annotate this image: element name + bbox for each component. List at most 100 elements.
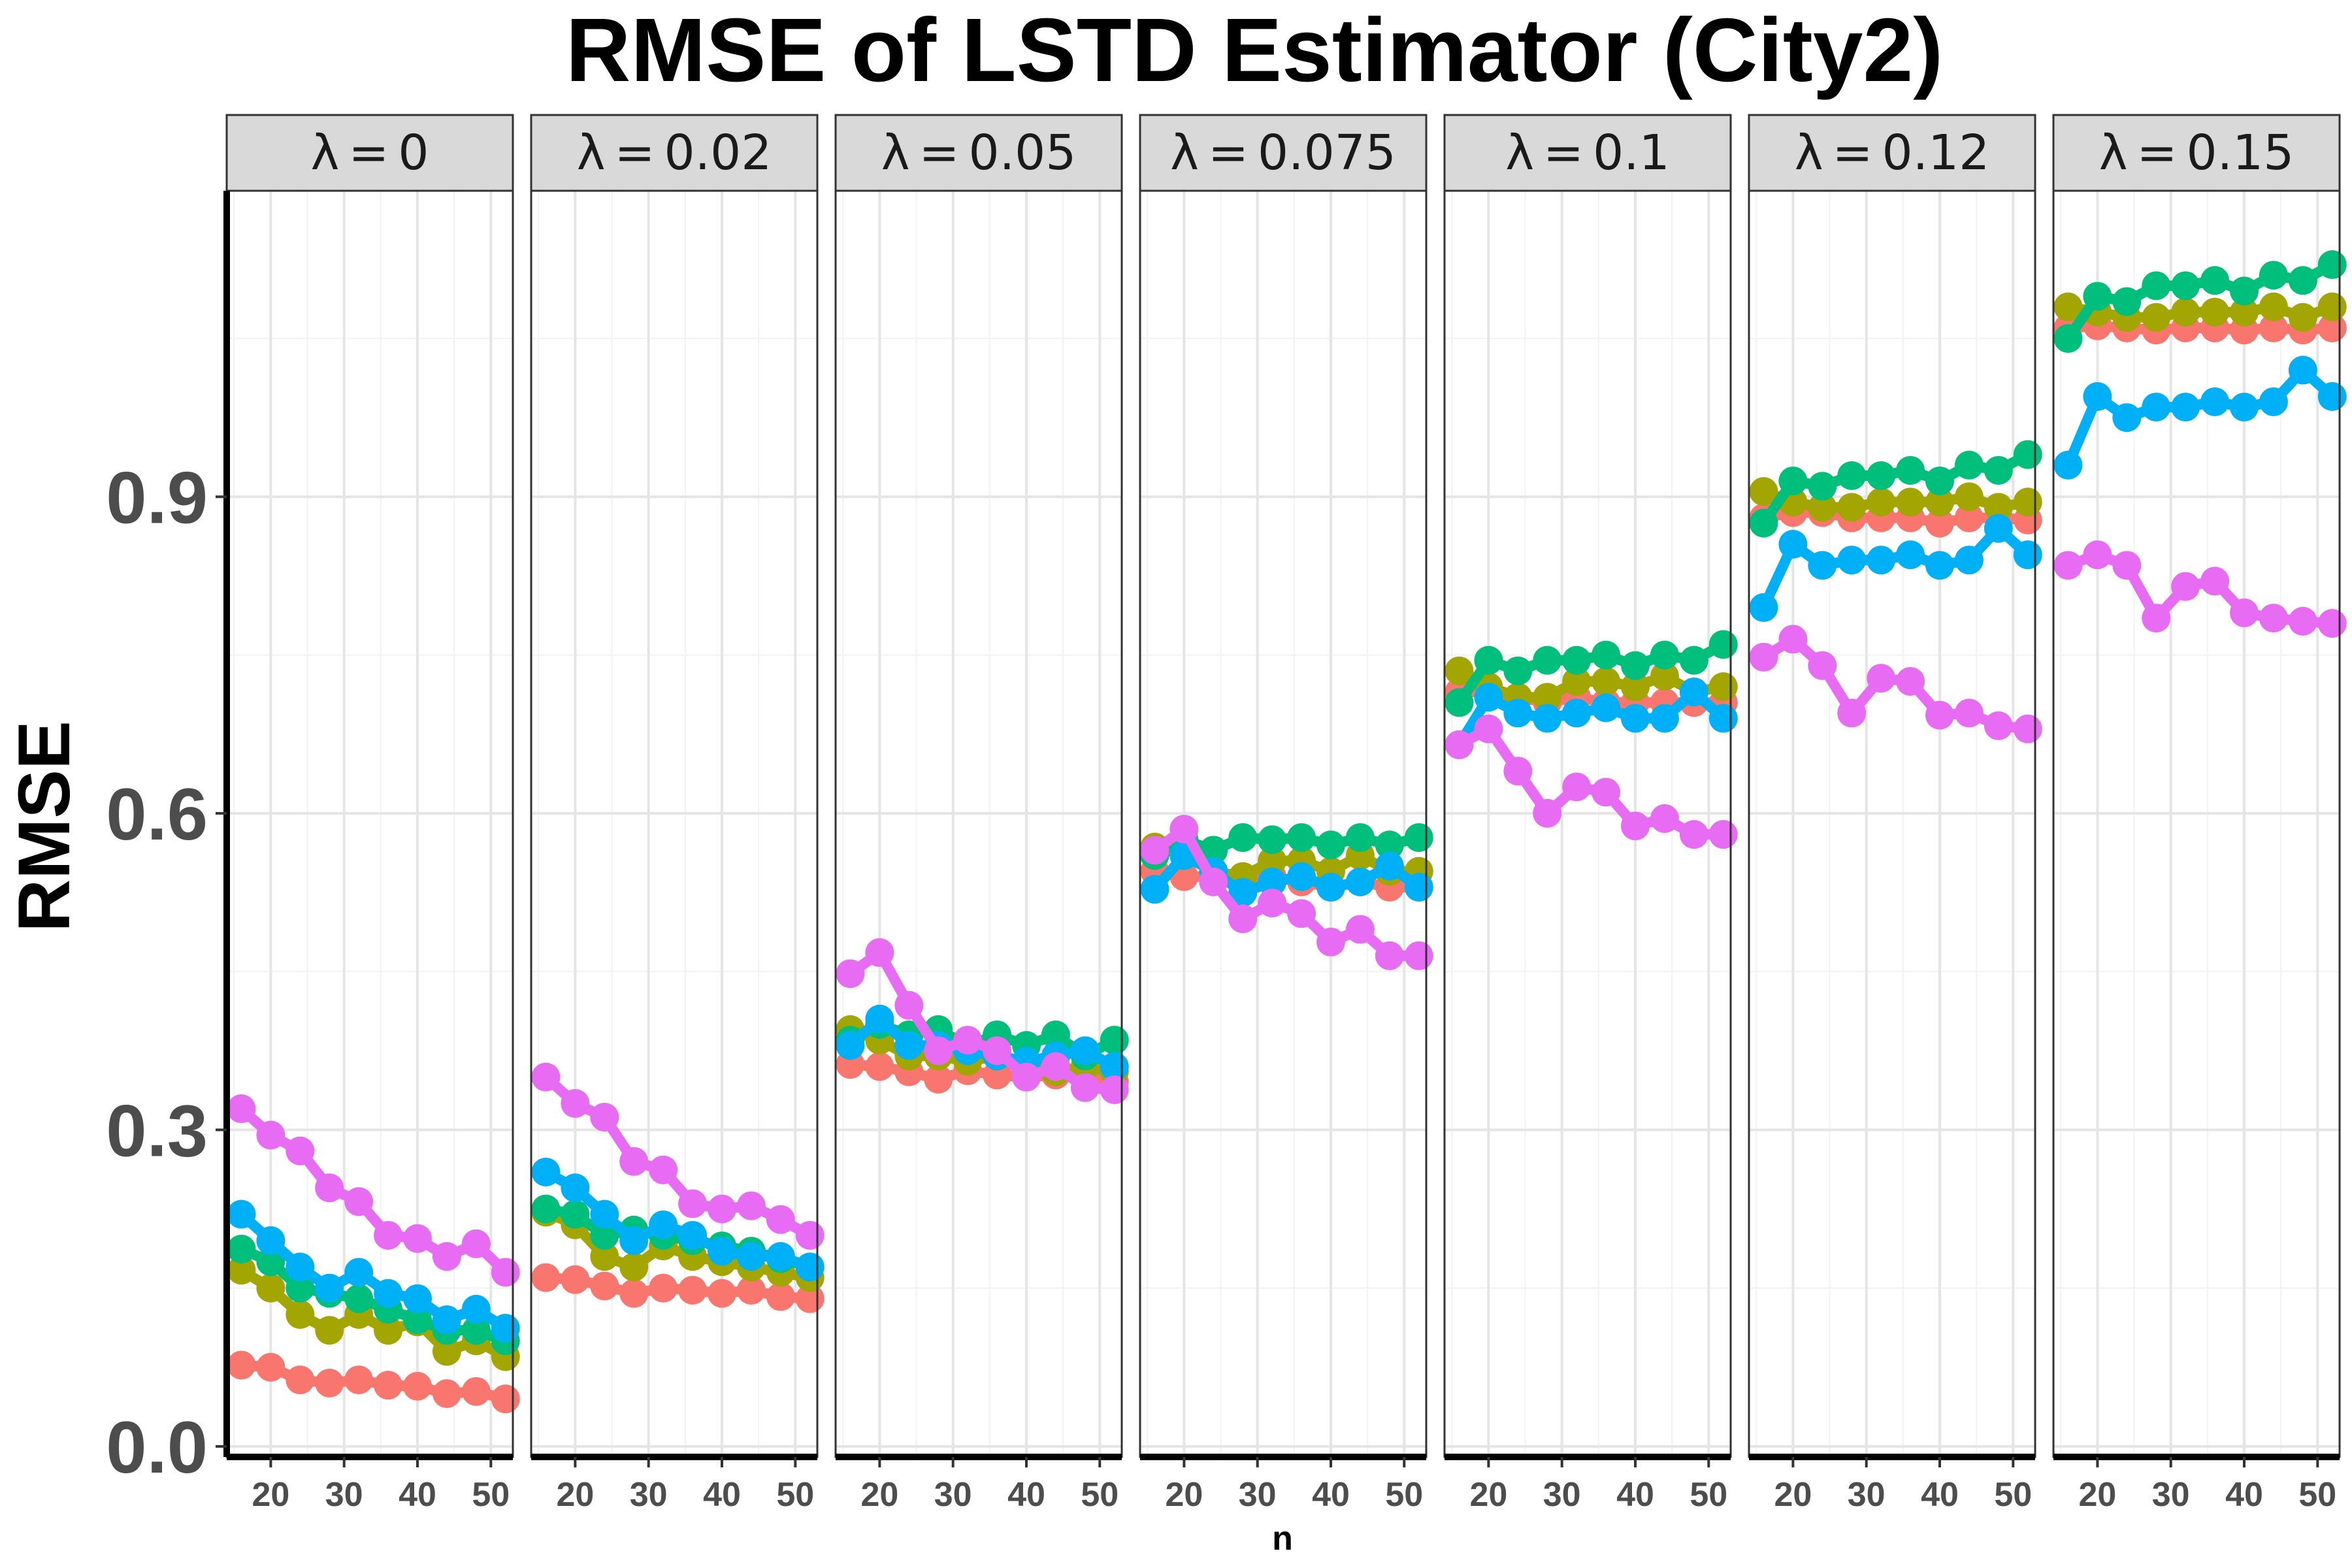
data-point [1199,867,1228,896]
data-point [2259,261,2288,290]
x-tick-label: 40 [1312,1476,1350,1514]
data-point [619,1226,649,1255]
data-point [1445,730,1474,759]
facet-strip [2052,114,2341,192]
series-line [1758,449,2033,529]
data-point [1778,530,1808,559]
data-point [403,1371,432,1401]
x-tick-label: 50 [776,1476,814,1514]
data-point [1621,672,1650,702]
data-point [2013,487,2042,517]
data-point [2142,271,2171,301]
facet-panel: λ = 0.1 20 30 40 50 [1443,114,1738,1514]
data-point [1258,825,1287,855]
series-line [236,1360,511,1405]
data-point [227,1094,256,1124]
data-point [1867,546,1896,575]
data-point [1749,642,1778,672]
y-axis: 0.0 0.3 0.6 0.9 [106,191,230,1488]
data-point [865,938,894,968]
data-point [2317,382,2347,411]
x-axis-label: n [1272,1520,1293,1558]
y-tick-label: 0.9 [106,457,208,538]
data-point [708,1237,736,1266]
data-point [432,1305,461,1335]
data-point [1316,830,1345,860]
data-point [2317,250,2347,280]
data-point [1562,645,1592,675]
data-point [2142,604,2171,633]
data-point [1679,645,1708,675]
data-point [461,1294,491,1324]
series-line [2063,365,2338,470]
series-line [540,1071,815,1241]
data-point [1749,593,1778,622]
data-point [1925,508,1954,538]
data-point [1345,823,1375,852]
data-point [1533,645,1562,675]
data-point [2259,604,2288,633]
data-point [1474,714,1503,743]
data-point [1837,698,1867,728]
data-point [795,1252,825,1282]
data-point [2013,440,2042,469]
data-point [708,1194,736,1224]
strip-equals-sign: = [919,125,960,181]
x-tick-label: 20 [1774,1476,1812,1514]
data-point [2288,355,2317,385]
data-point [1012,1062,1041,1092]
data-point [1621,811,1650,841]
x-tick-label: 50 [472,1476,510,1514]
data-point [1199,836,1228,865]
data-point [1404,872,1433,902]
data-point [1867,664,1896,693]
data-point [2053,450,2083,480]
strip-lambda-value: 0.15 [2187,125,2295,181]
data-point [256,1247,286,1277]
data-point [865,1004,894,1034]
data-point [344,1258,374,1287]
data-point [1228,877,1258,907]
facet-panel: λ = 0.15 20 30 40 50 [2052,114,2347,1514]
data-point [1503,656,1533,685]
data-point [286,1252,315,1282]
data-point [1258,889,1287,918]
data-point [1445,656,1474,685]
data-point [286,1273,315,1303]
data-point [403,1305,432,1335]
data-point [924,1036,953,1066]
data-point [2259,292,2288,321]
data-point [2200,387,2230,416]
facet-strip [225,114,514,192]
data-point [1679,678,1708,707]
y-axis-label: RMSE [3,721,85,932]
data-point [1708,630,1738,659]
data-point [2317,609,2347,638]
data-point [2230,393,2259,422]
data-point [1316,872,1345,902]
strip-lambda-value: 0.075 [1258,125,1396,181]
data-point [1375,941,1404,970]
panel-background [1749,191,2035,1457]
series-line [1454,723,1729,840]
data-point [1679,820,1708,849]
data-point [865,1052,894,1081]
data-point [531,1157,561,1186]
data-point [619,1147,649,1176]
data-point [678,1220,708,1250]
series-line [845,947,1120,1095]
strip-lambda-value: 0 [398,125,429,181]
x-tick-label: 30 [630,1476,668,1514]
data-point [286,1136,315,1166]
data-point [1984,711,2013,740]
data-point [2112,403,2142,433]
series-line [1149,824,1424,961]
series-line [236,1209,511,1333]
strip-equals-sign: = [348,125,389,181]
strip-lambda-symbol: λ [311,125,340,181]
x-tick-label: 20 [2078,1476,2116,1514]
data-point [2083,282,2112,311]
data-point [1708,704,1738,733]
data-point [227,1350,256,1380]
